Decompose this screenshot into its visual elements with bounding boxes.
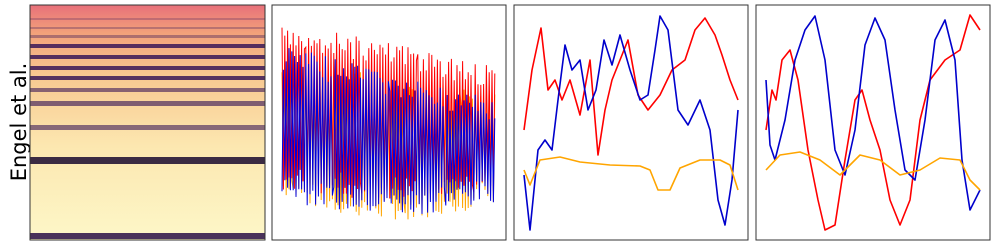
blue-curve: [523, 15, 739, 231]
panel-frame: [513, 4, 749, 241]
waveform: [281, 27, 496, 220]
spectrogram-panel: [29, 4, 266, 241]
orange-curve: [765, 151, 981, 191]
panel-frame: [271, 4, 507, 241]
waveform-trace: [281, 48, 496, 214]
red-curve: [523, 17, 739, 156]
spectrogram-bands: [30, 18, 265, 239]
red-curve: [765, 14, 981, 231]
orange-curve: [523, 156, 739, 191]
blue-curve: [765, 15, 981, 211]
curves-panel: [513, 4, 749, 241]
waveform-panel: [271, 4, 507, 241]
spectrogram-background: [30, 5, 265, 240]
panel-frame: [29, 4, 266, 241]
row-label: Engel et al.: [7, 63, 31, 182]
panel-frame: [755, 4, 991, 241]
curves-panel: [755, 4, 991, 241]
